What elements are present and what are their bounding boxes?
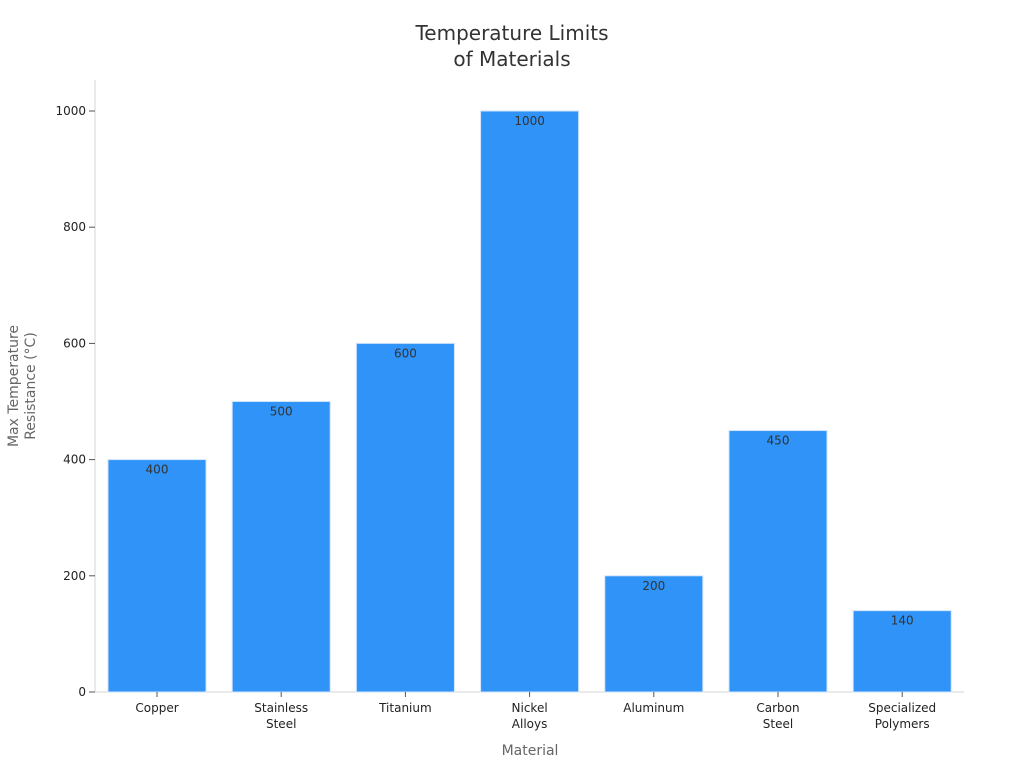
chart-title-line-1: Temperature Limits [414,21,608,45]
x-category-label: Copper [135,701,178,715]
x-category-label: Stainless Steel [254,701,308,731]
chart-title: Temperature Limits of Materials [414,21,608,71]
bar-data-label: 1000 [514,114,545,128]
y-tick-label: 1000 [55,104,86,118]
bar-data-label: 140 [891,614,914,628]
x-category-label: Carbon Steel [756,701,799,731]
bar [355,342,455,693]
x-category-label: Nickel Alloys [512,701,548,731]
bar [231,401,331,693]
bars: 400 500 600 1000 200 450 140 [107,110,952,693]
y-tick-label: 600 [63,336,86,350]
bar-data-label: 450 [767,434,790,448]
x-category-label: Titanium [378,701,432,715]
y-tick-label: 200 [63,569,86,583]
bar [728,430,828,693]
x-category-label: Aluminum [623,701,684,715]
y-tick-label: 0 [78,685,86,699]
x-category-label: Specialized Polymers [868,701,936,731]
bar [480,110,580,693]
y-axis-title-line-1: Max Temperature [6,325,22,447]
bar [604,575,704,693]
bar-data-label: 200 [642,579,665,593]
bar [107,459,207,693]
y-tick-label: 400 [63,453,86,467]
bar-data-label: 500 [270,405,293,419]
y-axis-title-line-2: Resistance (°C) [23,332,39,440]
x-axis-categories: Copper Stainless Steel Titanium Nickel Alloys… [135,692,936,731]
bar-data-label: 600 [394,346,417,360]
y-axis-ticks: 0 200 400 600 800 1000 [55,104,95,699]
y-axis-title: Max Temperature Resistance (°C) [6,325,39,447]
bar-data-label: 400 [146,463,169,477]
bar [852,610,952,693]
y-tick-label: 800 [63,220,86,234]
x-axis-title: Material [502,743,559,759]
chart-title-line-2: of Materials [453,47,570,71]
